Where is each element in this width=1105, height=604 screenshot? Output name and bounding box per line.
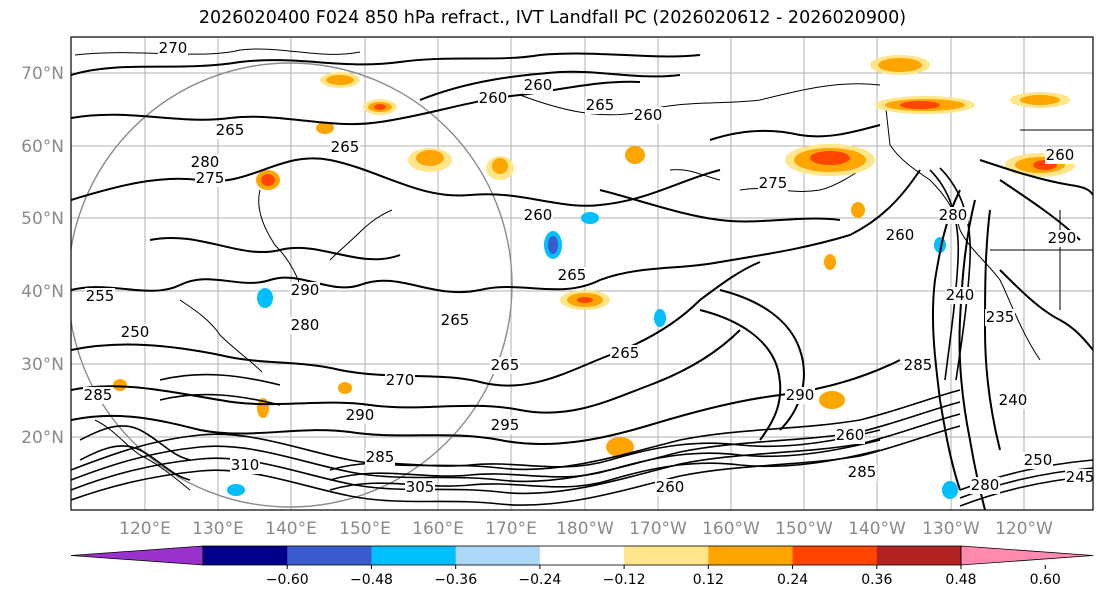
colorbar-tick-label: 0.24 [777, 572, 808, 588]
contour-label: 280 [291, 316, 320, 334]
colorbar-extend-low [70, 545, 204, 566]
contour-label: 260 [524, 206, 553, 224]
contour-label: 290 [291, 281, 320, 299]
longitude-label: 140°E [265, 519, 317, 539]
contour-lines [71, 52, 1093, 510]
colorbar-extend-high [960, 545, 1094, 566]
contour-label: 265 [491, 356, 520, 374]
longitude-label: 180°W [556, 519, 614, 539]
contour-label: 260 [1046, 146, 1075, 164]
colorbar-box [624, 546, 709, 565]
longitude-label: 130°E [192, 519, 244, 539]
colorbar-tick-label: −0.60 [266, 572, 309, 588]
contour-label: 260 [836, 426, 865, 444]
colorbar: −0.60 −0.48 −0.36 −0.24 −0.12 0.12 0.24 0.36 0.4… [70, 545, 1094, 588]
contour-label: 260 [524, 76, 553, 94]
latitude-label: 70°N [21, 64, 64, 84]
anomaly-fills [113, 55, 1075, 499]
contour-label: 290 [786, 386, 815, 404]
contour-label: 305 [406, 478, 435, 496]
contour-label: 295 [491, 416, 520, 434]
latitude-label: 40°N [21, 282, 64, 302]
contour-label: 245 [1066, 468, 1095, 486]
contour-label: 250 [121, 323, 150, 341]
colorbar-box [792, 546, 878, 565]
colorbar-tick-label: 0.12 [693, 572, 724, 588]
longitude-label: 120°W [995, 519, 1053, 539]
colorbar-box [455, 546, 541, 565]
contour-label: 265 [611, 344, 640, 362]
longitude-label: 150°W [775, 519, 833, 539]
contour-label: 285 [84, 386, 113, 404]
colorbar-box [371, 546, 457, 565]
contour-label: 280 [939, 206, 968, 224]
contour-label: 280 [971, 476, 1000, 494]
colorbar-tick-label: −0.12 [603, 572, 646, 588]
contour-label: 270 [159, 39, 188, 57]
colorbar-box [876, 546, 962, 565]
longitude-label: 160°W [702, 519, 760, 539]
contour-label: 265 [558, 266, 587, 284]
contour-label: 265 [216, 121, 245, 139]
contour-label: 285 [904, 356, 933, 374]
colorbar-tick-label: 0.36 [861, 572, 892, 588]
longitude-label: 170°E [485, 519, 537, 539]
contour-label: 285 [848, 463, 877, 481]
colorbar-tick-label: 0.60 [1030, 572, 1061, 588]
longitude-label: 150°E [339, 519, 391, 539]
longitude-label: 170°W [629, 519, 687, 539]
longitude-label: 120°E [119, 519, 171, 539]
contour-label: 260 [886, 226, 915, 244]
colorbar-box [708, 546, 794, 565]
longitude-labels: 120°E 130°E 140°E 150°E 160°E 170°E 180°W 170°W… [119, 519, 1053, 539]
latitude-label: 60°N [21, 137, 64, 157]
contour-label: 310 [231, 456, 260, 474]
contour-label: 275 [196, 169, 225, 187]
colorbar-tick-label: −0.48 [350, 572, 393, 588]
contour-label: 260 [656, 478, 685, 496]
colorbar-box [287, 546, 372, 565]
latitude-label: 30°N [21, 355, 64, 375]
latitude-label: 20°N [21, 428, 64, 448]
map-frame [70, 36, 1094, 511]
contour-label: 250 [1024, 451, 1053, 469]
contour-label: 290 [346, 406, 375, 424]
map-title: 2026020400 F024 850 hPa refract., IVT La… [198, 8, 907, 28]
colorbar-tick-label: −0.36 [434, 572, 477, 588]
contour-label: 265 [586, 96, 615, 114]
latitude-labels: 70°N 60°N 50°N 40°N 30°N 20°N [21, 64, 64, 448]
longitude-label: 160°E [412, 519, 464, 539]
latitude-label: 50°N [21, 209, 64, 229]
contour-label: 270 [386, 371, 415, 389]
contour-label: 285 [366, 448, 395, 466]
contour-label: 265 [331, 138, 360, 156]
contour-label: 240 [999, 391, 1028, 409]
contour-label: 260 [634, 106, 663, 124]
contour-label: 290 [1048, 229, 1077, 247]
colorbar-box [203, 546, 288, 565]
coastlines [74, 48, 1093, 491]
colorbar-box [539, 546, 625, 565]
contour-label: 275 [759, 174, 788, 192]
longitude-label: 130°W [922, 519, 980, 539]
contour-label: 265 [441, 311, 470, 329]
range-circle [71, 62, 513, 508]
contour-label: 255 [86, 287, 115, 305]
contour-label: 235 [986, 308, 1015, 326]
colorbar-tick-label: 0.48 [945, 572, 976, 588]
longitude-label: 140°W [848, 519, 906, 539]
contour-label: 240 [946, 286, 975, 304]
contour-label: 280 [191, 153, 220, 171]
colorbar-tick-label: −0.24 [518, 572, 561, 588]
contour-label: 260 [479, 89, 508, 107]
